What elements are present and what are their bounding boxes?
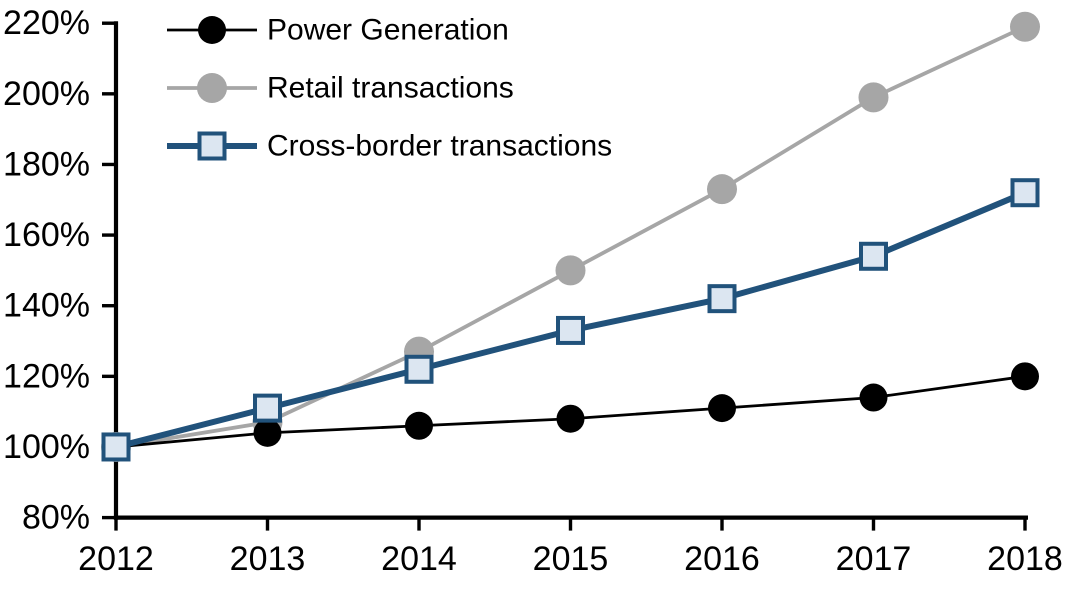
legend-label: Cross-border transactions [267,130,612,163]
marker-square-cross-border-transactions-2013 [253,393,282,423]
marker-square-cross-border-transactions-2012 [101,432,131,462]
x-tick-label: 2015 [533,540,609,578]
marker-circle-retail-transactions-2017 [858,82,889,113]
series-cross-border-transactions [101,178,1040,462]
marker-circle-power-generation-2015 [556,404,585,433]
y-tick-label: 140% [3,287,90,325]
marker-circle-retail-transactions-2016 [707,174,737,205]
marker-square-cross-border-transactions-2015 [556,315,585,345]
legend-label: Retail transactions [267,72,514,105]
y-tick-label: 180% [3,145,90,183]
marker-circle-retail-transactions-2018 [1010,11,1040,42]
marker-circle-power-generation-2014 [405,411,433,440]
legend-item-cross-border-transactions: Cross-border transactions [167,130,612,163]
axes: 80% 100% 120% 140% 160% 180% 200% 220% 2012 2013 2… [3,4,1063,578]
marker-circle-power-generation-2016 [708,394,736,423]
x-tick-label: 2017 [836,540,912,578]
y-tick-label: 200% [3,75,90,113]
marker-square-cross-border-transactions-2018 [1010,178,1040,208]
marker-circle-power-generation-2018 [1011,362,1039,391]
marker-circle-retail-transactions-2015 [555,255,586,286]
marker-circle-power-generation-2013 [253,418,282,447]
y-tick-label: 160% [3,216,90,254]
legend-label: Power Generation [267,14,509,47]
legend-item-retail-transactions: Retail transactions [167,72,514,105]
x-tick-label: 2014 [381,540,457,578]
marker-circle-power-generation-2017 [859,383,888,412]
x-tick-label: 2012 [78,540,154,578]
x-tick-label: 2013 [230,540,306,578]
y-tick-label: 100% [3,428,90,466]
x-tick-label: 2016 [684,540,760,578]
marker-square-cross-border-transactions-2017 [859,241,888,271]
y-tick-label: 220% [3,4,90,42]
legend: Power Generation Retail transactions Cross… [167,14,612,163]
legend-item-power-generation: Power Generation [167,14,509,47]
y-tick-label: 120% [3,357,90,395]
y-tick-label: 80% [22,499,90,537]
marker-square-cross-border-transactions-2016 [707,284,737,314]
marker-circle-legend-retail-transactions [197,73,227,103]
marker-square-legend-cross-border-transactions [197,131,227,161]
marker-square-cross-border-transactions-2014 [404,354,434,384]
x-tick-label: 2018 [987,540,1063,578]
marker-circle-legend-power-generation [198,16,226,44]
